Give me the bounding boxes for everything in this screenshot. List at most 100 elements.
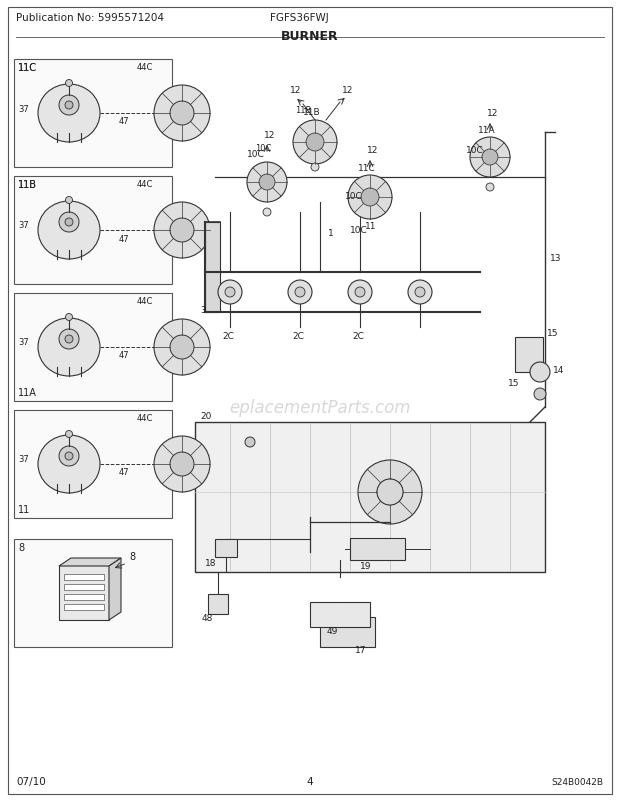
Circle shape	[486, 184, 494, 192]
Circle shape	[358, 460, 422, 525]
Circle shape	[263, 209, 271, 217]
Text: 48: 48	[202, 614, 213, 622]
Bar	[14, 60, 172, 168]
Circle shape	[65, 219, 73, 227]
Text: 4: 4	[307, 776, 313, 786]
Text: 12: 12	[290, 86, 301, 95]
Circle shape	[361, 188, 379, 207]
Polygon shape	[205, 223, 220, 313]
Text: 15: 15	[508, 379, 520, 387]
Text: 12: 12	[264, 131, 275, 140]
Bar	[14, 294, 172, 402]
Text: 10C: 10C	[247, 150, 265, 159]
Ellipse shape	[38, 318, 100, 376]
Circle shape	[408, 281, 432, 305]
Circle shape	[66, 314, 73, 321]
Text: 11B: 11B	[18, 180, 37, 190]
Bar	[208, 594, 228, 614]
Bar	[320, 618, 375, 647]
Text: 2C: 2C	[222, 331, 234, 341]
Bar	[64, 604, 104, 610]
Circle shape	[218, 281, 242, 305]
Text: 2C: 2C	[352, 331, 364, 341]
Text: 8: 8	[129, 551, 135, 561]
Circle shape	[59, 330, 79, 350]
Text: 49: 49	[327, 626, 339, 635]
Polygon shape	[195, 423, 545, 573]
Circle shape	[170, 102, 194, 126]
Ellipse shape	[38, 202, 100, 260]
Text: 18: 18	[205, 558, 216, 567]
Bar	[310, 602, 370, 627]
Circle shape	[245, 437, 255, 448]
Circle shape	[247, 163, 287, 203]
Text: 13: 13	[550, 253, 562, 263]
Bar	[14, 411, 172, 518]
Circle shape	[415, 288, 425, 298]
Text: 3: 3	[200, 306, 206, 314]
Text: eplacementParts.com: eplacementParts.com	[229, 399, 410, 416]
Bar	[515, 338, 543, 373]
Polygon shape	[59, 558, 121, 566]
Circle shape	[482, 150, 498, 166]
Text: 11: 11	[365, 221, 376, 231]
Text: 20: 20	[200, 411, 211, 420]
Circle shape	[66, 431, 73, 438]
Circle shape	[377, 480, 403, 505]
Circle shape	[65, 102, 73, 110]
Bar	[14, 539, 172, 647]
Circle shape	[65, 335, 73, 343]
Bar	[350, 538, 405, 561]
Text: 44C: 44C	[137, 297, 153, 306]
Circle shape	[530, 363, 550, 383]
Bar	[59, 565, 109, 620]
Bar	[64, 594, 104, 600]
Text: 11C: 11C	[18, 63, 37, 73]
Circle shape	[170, 335, 194, 359]
Text: 8: 8	[18, 542, 24, 553]
Circle shape	[293, 121, 337, 164]
Text: 17: 17	[355, 645, 366, 654]
Text: 37: 37	[18, 221, 29, 230]
Circle shape	[66, 197, 73, 205]
Circle shape	[154, 203, 210, 259]
Text: 37: 37	[18, 104, 29, 113]
Text: 1: 1	[328, 229, 334, 237]
Circle shape	[59, 213, 79, 233]
Circle shape	[259, 175, 275, 191]
Circle shape	[534, 388, 546, 400]
Polygon shape	[109, 558, 121, 620]
Text: 44C: 44C	[137, 63, 153, 72]
Text: 11A: 11A	[18, 387, 37, 398]
Bar	[14, 176, 172, 285]
Text: 10C: 10C	[350, 225, 368, 235]
Circle shape	[154, 436, 210, 492]
Text: 11C: 11C	[358, 164, 376, 172]
Text: 37: 37	[18, 338, 29, 347]
Text: 10C: 10C	[345, 192, 363, 200]
Text: 47: 47	[119, 468, 130, 477]
Text: Publication No: 5995571204: Publication No: 5995571204	[16, 13, 164, 23]
Circle shape	[470, 138, 510, 178]
Ellipse shape	[38, 85, 100, 143]
Circle shape	[377, 480, 403, 505]
Text: 14: 14	[553, 366, 564, 375]
Text: 2C: 2C	[292, 331, 304, 341]
Circle shape	[154, 320, 210, 375]
Circle shape	[65, 452, 73, 460]
Text: 11B: 11B	[303, 107, 321, 117]
Circle shape	[348, 176, 392, 220]
Text: 12: 12	[367, 146, 378, 155]
Circle shape	[295, 288, 305, 298]
Circle shape	[306, 134, 324, 152]
Text: 19: 19	[360, 561, 371, 570]
Text: 47: 47	[119, 351, 130, 360]
Text: 44C: 44C	[137, 414, 153, 423]
Text: 44C: 44C	[137, 180, 153, 188]
Text: 12: 12	[342, 86, 353, 95]
Bar	[64, 574, 104, 581]
Text: 15: 15	[547, 329, 559, 338]
Bar	[215, 539, 237, 557]
Circle shape	[59, 96, 79, 115]
Text: 10C: 10C	[255, 144, 272, 153]
